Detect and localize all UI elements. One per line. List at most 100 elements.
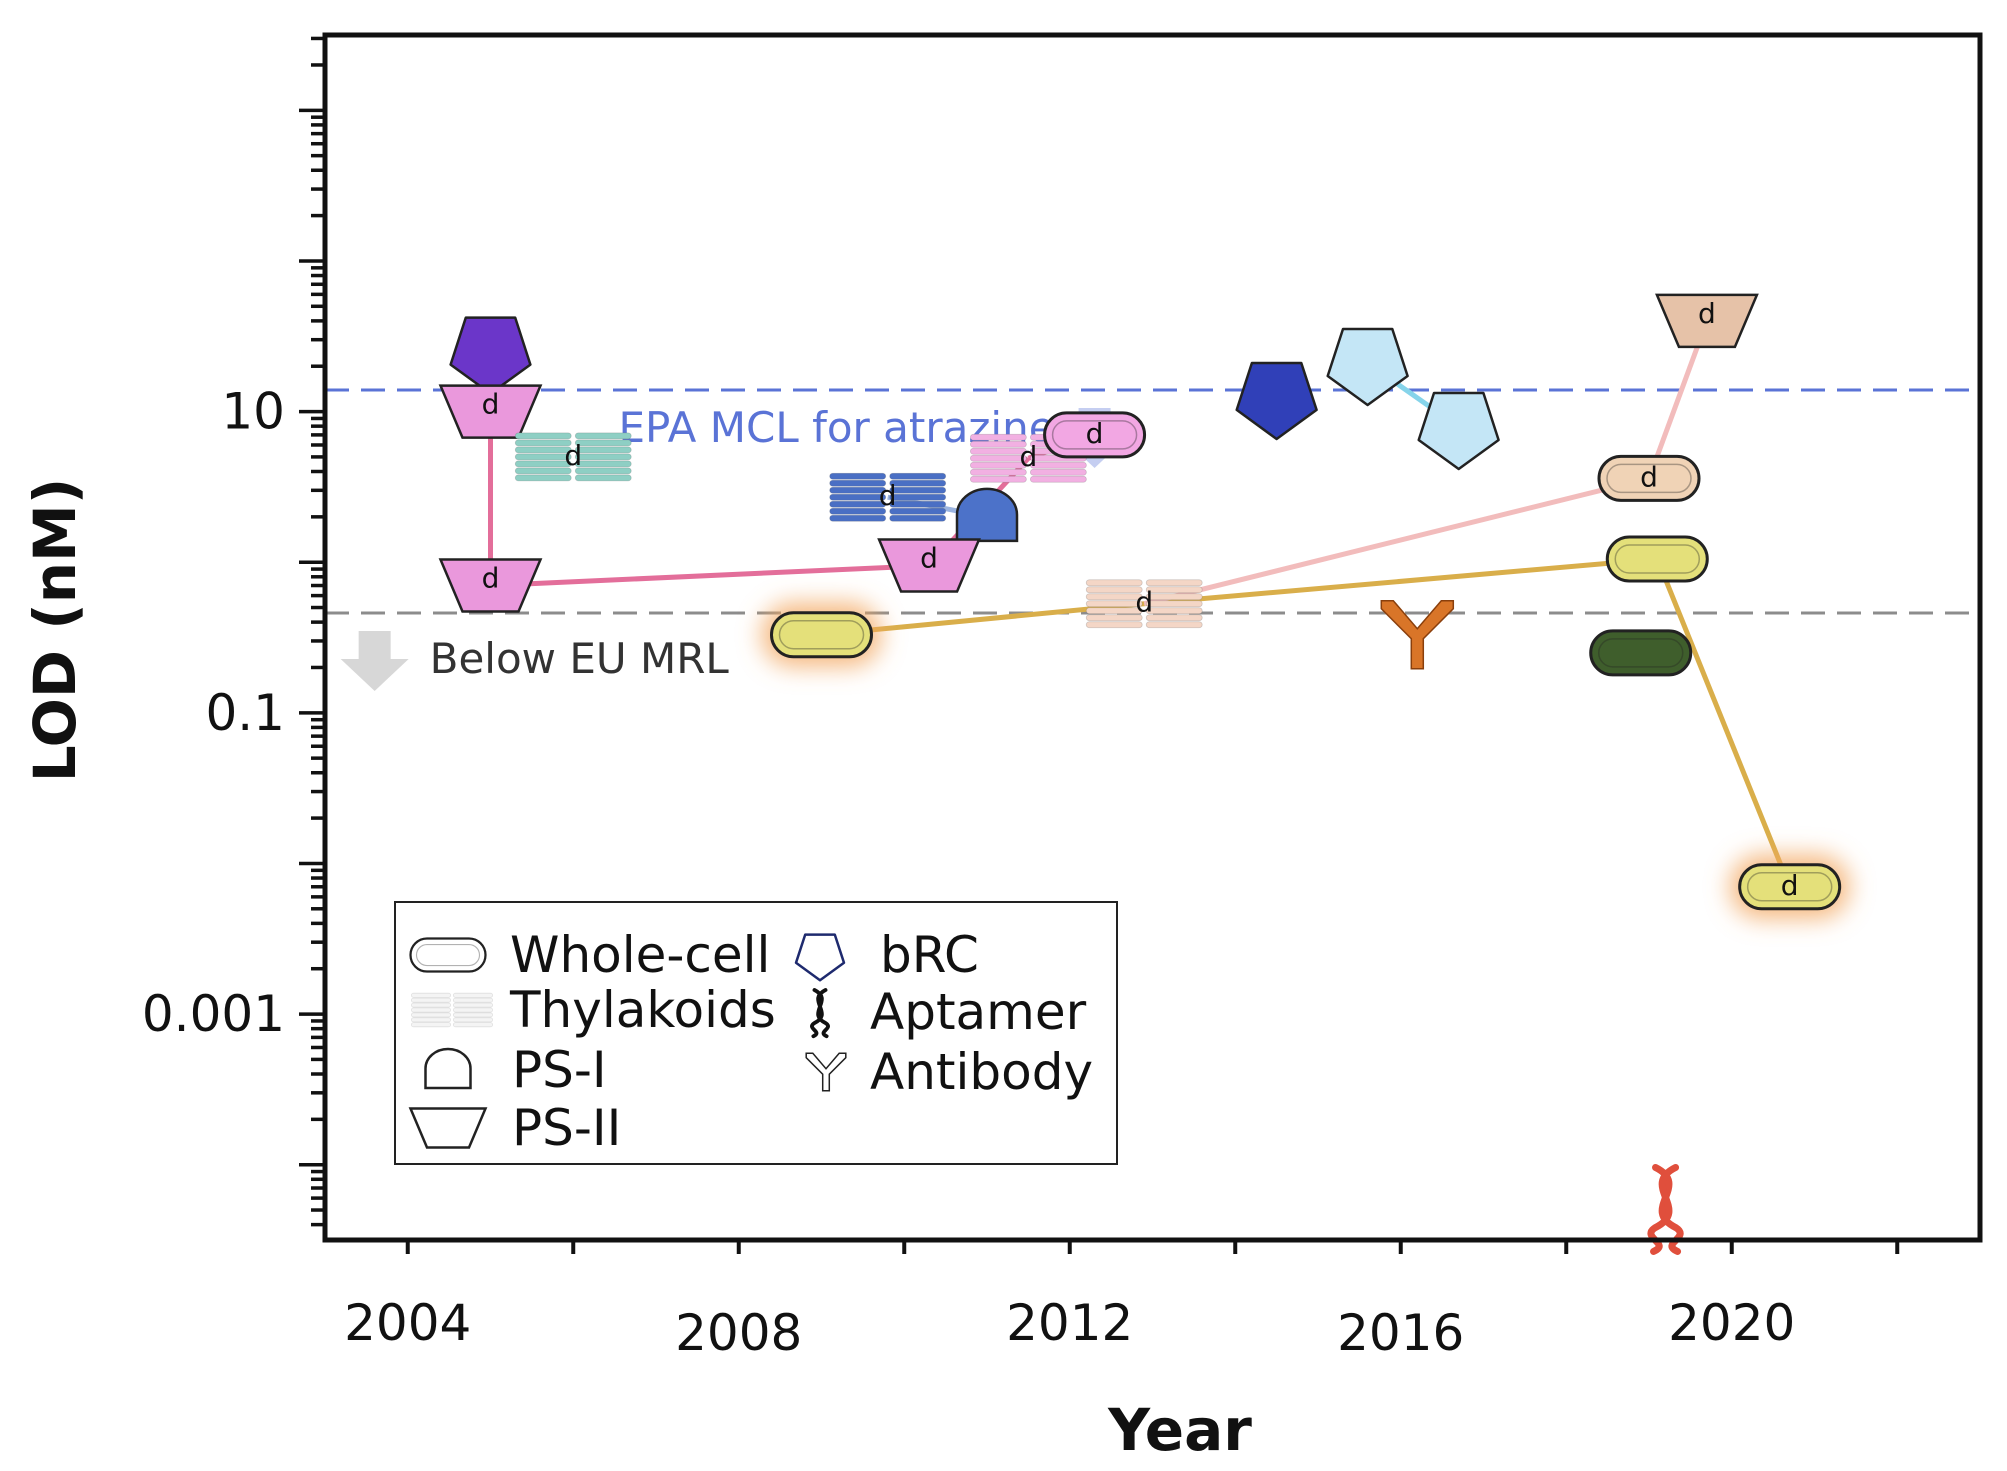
marker-p13-brc: [1326, 327, 1409, 407]
legend-thylakoids-icon-disc-1-1: [452, 997, 493, 1003]
connection-line-p11-p17: [1143, 475, 1650, 607]
p1-pentagon: [449, 316, 532, 395]
legend-aptamer-icon-strand-b: [810, 988, 828, 1039]
p12-pentagon: [1235, 361, 1318, 441]
legend-whole-cell-icon-outer: [409, 937, 487, 973]
legend-label-antibody: Antibody: [870, 1043, 1093, 1101]
x-tick-label-2008: 2008: [675, 1304, 802, 1362]
p5-disc-0-2: [829, 486, 887, 494]
p5-disc-1-2: [889, 486, 947, 494]
p14-pentagon: [1417, 391, 1500, 471]
y-tick-label-1: 0.1: [205, 684, 285, 742]
p5-disc-0-1: [829, 479, 887, 487]
marker-p17-whole-cell: d: [1597, 454, 1701, 502]
p6-dome: [955, 487, 1019, 543]
p5-disc-0-4: [829, 500, 887, 508]
marker-p1-brc: [449, 316, 532, 395]
marker-p7-ps2: d: [877, 538, 981, 593]
p5-disc-0-3: [829, 493, 887, 501]
p8-disc-1-6: [1029, 475, 1087, 483]
p15-y: [1380, 599, 1455, 670]
p3-direct-label: d: [482, 562, 500, 595]
legend-whole-cell-icon-inner: [415, 943, 481, 967]
x-tick-label-2012: 2012: [1006, 1294, 1133, 1352]
p8-disc-0-5: [969, 468, 1027, 476]
p20-inner: [1746, 872, 1833, 902]
p5-disc-1-3: [889, 493, 947, 501]
p11-disc-1-0: [1145, 579, 1203, 587]
p3-trapezoid: [438, 558, 543, 613]
p2-direct-label: d: [482, 388, 500, 421]
p11-disc-0-4: [1085, 607, 1143, 615]
axes: 2004 2008 2012 2016 2020 10 0.1 0.001: [142, 32, 1983, 1362]
legend-item-antibody: Antibody: [805, 1043, 1093, 1101]
p11-disc-0-3: [1085, 600, 1143, 608]
p5-disc-1-0: [889, 472, 947, 480]
p4-direct-label: d: [564, 439, 582, 472]
legend-item-ps2: PS-II: [408, 1099, 621, 1157]
p8-disc-0-1: [969, 440, 1027, 448]
legend-label-ps2: PS-II: [512, 1099, 621, 1157]
p8-disc-1-5: [1029, 468, 1087, 476]
p8-disc-1-4: [1029, 461, 1087, 469]
legend-thylakoids-icon-disc-1-5: [452, 1017, 493, 1023]
marker-p3-ps2: d: [438, 558, 543, 613]
legend-label-thylakoids: Thylakoids: [509, 981, 776, 1039]
p5-disc-1-5: [889, 507, 947, 515]
p11-disc-0-6: [1085, 621, 1143, 629]
p11-disc-1-3: [1145, 600, 1203, 608]
legend-antibody-icon-y: [805, 1052, 847, 1092]
p17-inner: [1606, 463, 1692, 494]
legend-thylakoids-icon-disc-1-3: [452, 1007, 493, 1013]
p9-inner: [1051, 420, 1138, 450]
ref-arrow-eu: [340, 630, 409, 691]
marker-p16-ps2: d: [1655, 293, 1759, 349]
marker-p11-thylakoids: d: [1085, 579, 1203, 629]
p5-direct-label: d: [879, 479, 897, 512]
p8-disc-0-0: [969, 433, 1027, 441]
marker-p5-thylakoids: d: [829, 472, 947, 522]
legend-thylakoids-icon-disc-1-4: [452, 1012, 493, 1018]
marker-p14-brc: [1417, 391, 1500, 471]
connection-line-p3-p7: [490, 563, 930, 589]
p11-disc-0-0: [1085, 579, 1143, 587]
p17-outer: [1597, 454, 1701, 502]
p4-disc-1-5: [574, 467, 632, 475]
p11-disc-1-4: [1145, 607, 1203, 615]
p4-disc-0-4: [514, 460, 572, 468]
p11-disc-1-2: [1145, 593, 1203, 601]
plot-frame: [322, 32, 1983, 1243]
p11-disc-1-5: [1145, 614, 1203, 622]
p8-disc-0-3: [969, 454, 1027, 462]
p18-inner: [1614, 544, 1701, 574]
p4-disc-1-2: [574, 446, 632, 454]
p19-outer: [1589, 629, 1693, 677]
legend-label-whole-cell: Whole-cell: [510, 926, 770, 984]
marker-p6-ps1: [955, 487, 1019, 543]
marker-p9-whole-cell: d: [1043, 411, 1147, 459]
p9-outer: [1043, 411, 1147, 459]
p11-direct-label: d: [1135, 586, 1153, 619]
legend-thylakoids-icon-disc-0-2: [410, 1002, 451, 1008]
marker-p12-brc: [1235, 361, 1318, 441]
p8-disc-0-2: [969, 447, 1027, 455]
connection-line-p18-p20: [1654, 558, 1792, 888]
p4-disc-0-3: [514, 453, 572, 461]
p5-disc-0-5: [829, 507, 887, 515]
p4-disc-0-2: [514, 446, 572, 454]
y-tick-label-0: 10: [221, 383, 285, 441]
y-axis-title: LOD (nM): [21, 478, 89, 783]
marker-p18-whole-cell: [1605, 535, 1709, 583]
p20-outer: [1738, 863, 1842, 911]
p11-disc-0-1: [1085, 586, 1143, 594]
p4-disc-1-4: [574, 460, 632, 468]
legend-ps1-icon-dome: [424, 1047, 472, 1090]
p13-pentagon: [1326, 327, 1409, 407]
p11-disc-0-5: [1085, 614, 1143, 622]
legend-aptamer-icon-strand-a: [812, 988, 830, 1039]
p10-outer: [770, 611, 873, 659]
